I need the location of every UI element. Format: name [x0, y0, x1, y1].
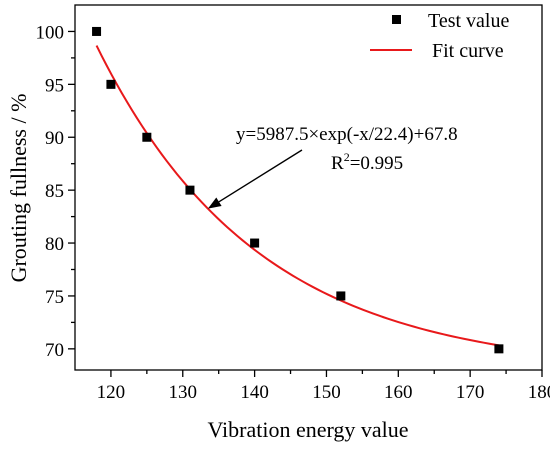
y-tick-label: 95: [45, 75, 64, 96]
y-tick-label: 85: [45, 181, 64, 202]
fit-annotation: y=5987.5×exp(-x/22.4)+67.8 R2=0.995: [207, 124, 458, 209]
y-tick-label: 90: [45, 128, 64, 149]
legend: Test value Fit curve: [370, 10, 509, 62]
x-tick-label: 150: [312, 382, 341, 403]
x-tick-label: 180: [528, 382, 550, 403]
data-point: [185, 185, 195, 195]
annotation-arrow-head: [207, 197, 222, 209]
x-tick-label: 140: [240, 382, 269, 403]
y-tick-label: 70: [45, 340, 64, 361]
x-tick-label: 120: [97, 382, 126, 403]
y-tick-label: 80: [45, 234, 64, 255]
data-point: [250, 238, 260, 248]
r2-base: R: [331, 153, 344, 174]
legend-label-fit-curve: Fit curve: [432, 40, 504, 62]
x-tick-label: 170: [456, 382, 485, 403]
data-point: [92, 26, 102, 36]
data-point: [494, 344, 504, 354]
y-axis-label: Grouting fullness / %: [6, 94, 31, 283]
x-tick-label: 130: [169, 382, 198, 403]
data-point: [142, 132, 152, 142]
tick-labels: 120 130 140 150 160 170 180 70 75 80 85 90 95 100: [36, 22, 550, 403]
fit-curve: [95, 45, 500, 347]
fit-equation: y=5987.5×exp(-x/22.4)+67.8: [236, 124, 458, 145]
x-tick-label: 160: [384, 382, 413, 403]
data-point: [336, 291, 346, 301]
plot-frame: [74, 4, 543, 371]
x-axis-label: Vibration energy value: [207, 417, 408, 442]
data-point: [106, 79, 116, 89]
legend-marker-test-value: [392, 15, 401, 24]
fit-r-squared: R2=0.995: [331, 150, 403, 174]
y-tick-label: 75: [45, 287, 64, 308]
ticks: [68, 30, 543, 377]
r2-value: =0.995: [350, 153, 403, 174]
data-points: [92, 26, 504, 354]
r2-superscript: 2: [344, 150, 350, 164]
y-tick-label: 100: [36, 22, 65, 43]
annotation-arrow: [218, 149, 303, 203]
legend-label-test-value: Test value: [428, 10, 509, 32]
